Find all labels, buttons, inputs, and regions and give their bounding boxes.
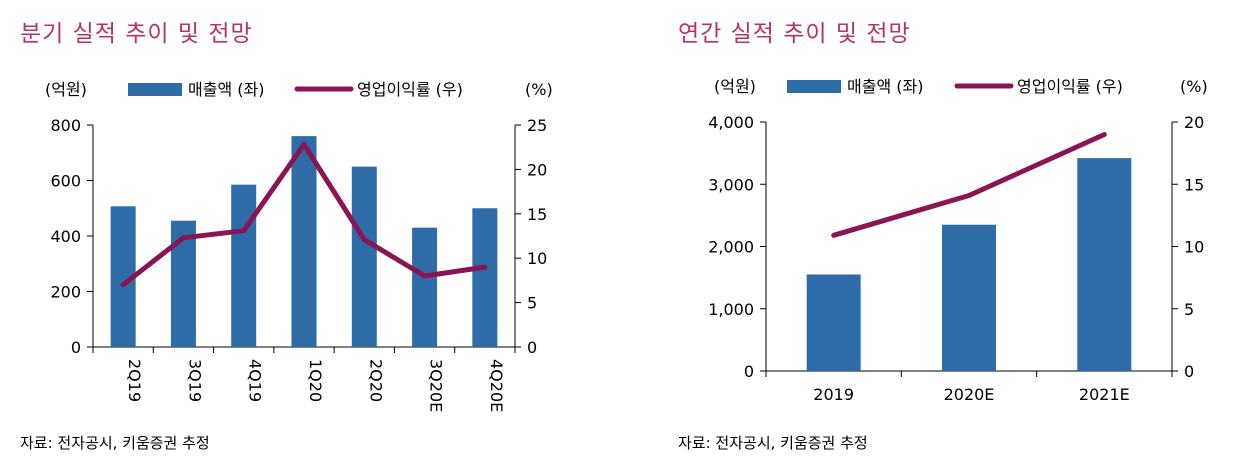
right-chart-title: 연간 실적 추이 및 전망 bbox=[678, 21, 911, 47]
a-right-unit-label: (%) bbox=[1180, 77, 1208, 96]
a-left-tick-label: 2,000 bbox=[708, 238, 754, 257]
q-legend-bar-label: 매출액 (좌) bbox=[188, 80, 264, 99]
a-x-tick-label: 2020E bbox=[944, 385, 995, 404]
q-x-tick-label: 2Q20 bbox=[366, 359, 385, 402]
a-bar bbox=[806, 274, 861, 371]
a-left-unit-label: (억원) bbox=[714, 77, 756, 96]
q-right-tick-label: 25 bbox=[527, 116, 547, 135]
a-left-tick-label: 1,000 bbox=[708, 300, 754, 319]
q-left-tick-label: 200 bbox=[50, 283, 81, 302]
q-bar bbox=[231, 184, 257, 347]
left-chart-title: 분기 실적 추이 및 전망 bbox=[20, 21, 253, 47]
q-left-tick-label: 0 bbox=[71, 338, 81, 357]
a-x-tick-label: 2019 bbox=[813, 385, 854, 404]
q-x-tick-label: 1Q20 bbox=[306, 359, 325, 402]
q-margin-line bbox=[120, 142, 488, 288]
a-right-tick-label: 5 bbox=[1184, 300, 1194, 319]
a-left-tick-label: 4,000 bbox=[708, 113, 754, 132]
a-bar bbox=[942, 224, 996, 371]
a-right-tick-label: 10 bbox=[1184, 238, 1204, 257]
q-x-tick-label: 4Q19 bbox=[246, 359, 265, 402]
a-left-tick-label: 3,000 bbox=[708, 175, 754, 194]
a-legend-line-label: 영업이익률 (우) bbox=[1017, 77, 1123, 96]
a-left-tick-label: 0 bbox=[744, 362, 754, 381]
a-legend-bar-label: 매출액 (좌) bbox=[847, 77, 923, 96]
right-source-note: 자료: 전자공시, 키움증권 추정 bbox=[678, 434, 868, 452]
q-left-tick-label: 400 bbox=[50, 227, 81, 246]
q-x-tick-label: 3Q19 bbox=[185, 359, 204, 402]
a-x-tick-label: 2021E bbox=[1079, 385, 1130, 404]
a-legend-bar-swatch bbox=[787, 80, 841, 93]
quarterly-chart: 0 200 400 600 800 0 5 10 15 20 25 2Q19 3Q19 4Q19 1Q20 2… bbox=[45, 80, 553, 412]
annual-chart: 0 1,000 2,000 3,000 4,000 0 5 10 15 20 2019 2020E 20… bbox=[708, 77, 1208, 404]
q-right-tick-label: 10 bbox=[527, 249, 547, 268]
q-left-unit-label: (억원) bbox=[45, 80, 87, 99]
q-right-unit-label: (%) bbox=[525, 80, 553, 99]
q-right-tick-label: 20 bbox=[527, 160, 547, 179]
a-right-tick-label: 20 bbox=[1184, 113, 1204, 132]
q-x-tick-label: 2Q19 bbox=[125, 359, 144, 402]
q-legend-bar-swatch bbox=[128, 83, 182, 96]
q-legend-line-label: 영업이익률 (우) bbox=[357, 80, 463, 99]
q-left-tick-label: 800 bbox=[50, 116, 81, 135]
a-margin-line bbox=[831, 132, 1107, 238]
q-bar bbox=[472, 208, 498, 347]
q-right-tick-label: 0 bbox=[527, 338, 537, 357]
q-x-tick-label: 4Q20E bbox=[487, 359, 506, 412]
q-bar bbox=[291, 136, 317, 347]
q-left-tick-label: 600 bbox=[50, 172, 81, 191]
a-right-tick-label: 0 bbox=[1184, 362, 1194, 381]
q-bar bbox=[412, 227, 438, 347]
q-x-tick-label: 3Q20E bbox=[427, 359, 446, 412]
a-bar bbox=[1077, 158, 1132, 371]
q-bar bbox=[351, 166, 377, 347]
q-right-tick-label: 15 bbox=[527, 205, 547, 224]
q-right-tick-label: 5 bbox=[527, 294, 537, 313]
left-source-note: 자료: 전자공시, 키움증권 추정 bbox=[20, 434, 210, 452]
a-right-tick-label: 15 bbox=[1184, 175, 1204, 194]
